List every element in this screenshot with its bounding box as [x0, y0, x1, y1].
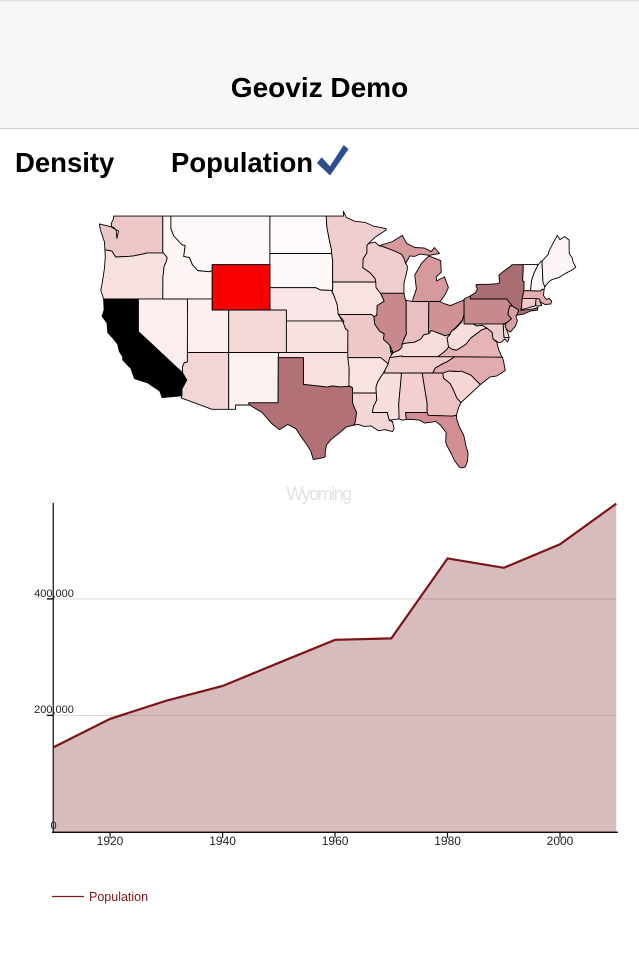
svg-text:Population: Population: [171, 147, 313, 178]
svg-text:1920: 1920: [97, 834, 124, 848]
svg-text:2000: 2000: [547, 834, 574, 848]
svg-text:400,000: 400,000: [34, 588, 74, 600]
svg-text:200,000: 200,000: [34, 704, 74, 716]
svg-text:Population: Population: [89, 890, 148, 904]
svg-text:1940: 1940: [209, 834, 236, 848]
svg-text:0: 0: [50, 820, 56, 832]
svg-text:Density: Density: [15, 147, 115, 178]
svg-text:Geoviz Demo: Geoviz Demo: [231, 72, 408, 103]
svg-text:1960: 1960: [322, 834, 349, 848]
svg-text:Wyoming: Wyoming: [286, 484, 351, 504]
svg-text:1980: 1980: [434, 834, 461, 848]
